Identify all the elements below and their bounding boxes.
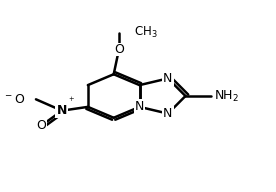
Text: O: O (36, 119, 46, 132)
Text: N: N (163, 107, 172, 120)
Text: N: N (163, 72, 172, 85)
Text: $^+$: $^+$ (67, 96, 75, 106)
Text: N: N (57, 104, 67, 117)
Text: O: O (114, 43, 124, 56)
Text: CH$_3$: CH$_3$ (134, 25, 158, 40)
Text: N: N (135, 100, 144, 113)
Text: $^-$O: $^-$O (3, 93, 26, 106)
Text: NH$_2$: NH$_2$ (214, 89, 239, 103)
